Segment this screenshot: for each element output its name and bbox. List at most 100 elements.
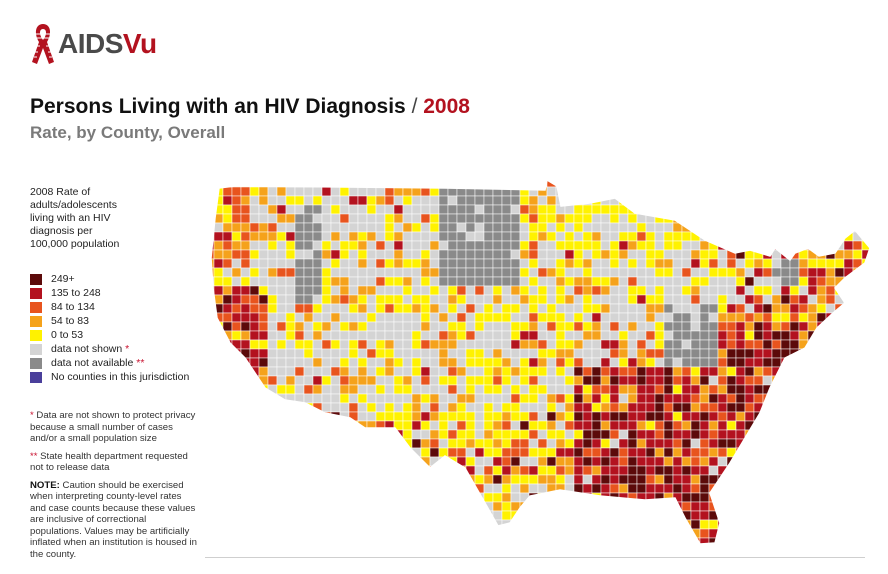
county-cell — [294, 465, 305, 476]
county-cell — [871, 367, 880, 376]
county-cell — [348, 222, 359, 233]
county-cell — [222, 258, 233, 269]
county-cell — [753, 474, 764, 485]
county-cell — [726, 180, 737, 188]
county-cell — [447, 312, 458, 323]
county-cell — [393, 258, 404, 269]
county-cell — [303, 303, 314, 314]
county-cell — [843, 492, 854, 503]
county-cell — [456, 321, 467, 332]
county-cell — [726, 501, 737, 512]
county-cell — [573, 222, 584, 233]
county-cell — [645, 438, 656, 449]
county-cell — [852, 402, 863, 413]
county-cell — [825, 267, 836, 278]
county-cell — [645, 276, 656, 287]
county-cell — [393, 357, 404, 368]
county-cell — [654, 267, 665, 278]
county-cell — [384, 375, 395, 386]
county-cell — [861, 438, 870, 449]
county-cell — [717, 330, 728, 341]
county-cell — [211, 357, 215, 368]
county-cell — [654, 510, 665, 521]
county-cell — [384, 357, 395, 368]
county-cell — [276, 267, 287, 278]
county-cell — [771, 438, 782, 449]
county-cell — [474, 294, 485, 305]
county-cell — [420, 411, 431, 422]
county-cell — [429, 285, 440, 296]
county-cell — [258, 483, 269, 494]
county-cell — [492, 492, 503, 503]
county-cell — [789, 384, 800, 395]
county-cell — [411, 528, 422, 539]
county-cell — [393, 384, 404, 395]
county-cell — [807, 501, 818, 512]
county-cell — [366, 447, 377, 458]
county-cell — [384, 456, 395, 467]
county-cell — [735, 240, 746, 251]
county-cell — [699, 249, 710, 260]
county-cell — [799, 547, 808, 556]
county-cell — [501, 420, 512, 431]
county-cell — [699, 222, 710, 233]
county-cell — [294, 447, 305, 458]
county-cell — [456, 195, 467, 206]
county-cell — [789, 294, 800, 305]
county-cell — [249, 429, 260, 440]
county-cell — [754, 547, 763, 556]
county-cell — [375, 330, 386, 341]
county-cell — [294, 402, 305, 413]
county-cell — [789, 411, 800, 422]
county-cell — [375, 294, 386, 305]
county-cell — [555, 285, 566, 296]
county-cell — [690, 240, 701, 251]
county-cell — [753, 465, 764, 476]
county-cell — [519, 249, 530, 260]
county-cell — [681, 330, 692, 341]
county-cell — [249, 510, 260, 521]
us-county-map[interactable] — [205, 178, 880, 558]
county-cell — [834, 429, 845, 440]
county-cell — [790, 547, 799, 556]
county-cell — [681, 348, 692, 359]
county-cell — [312, 474, 323, 485]
county-cell — [393, 519, 404, 530]
county-cell — [276, 411, 287, 422]
county-cell — [231, 411, 242, 422]
county-cell — [555, 357, 566, 368]
county-cell — [717, 537, 728, 544]
county-cell — [312, 231, 323, 242]
county-cell — [492, 375, 503, 386]
county-cell — [402, 285, 413, 296]
county-cell — [861, 402, 870, 413]
county-cell — [501, 240, 512, 251]
county-cell — [267, 420, 278, 431]
county-cell — [636, 222, 647, 233]
county-cell — [825, 339, 836, 350]
county-cell — [411, 321, 422, 332]
county-cell — [843, 465, 854, 476]
county-cell — [420, 393, 431, 404]
county-cell — [357, 294, 368, 305]
county-cell — [402, 240, 413, 251]
county-cell — [240, 420, 251, 431]
county-cell — [294, 231, 305, 242]
county-cell — [699, 348, 710, 359]
county-cell — [726, 357, 737, 368]
county-cell — [582, 330, 593, 341]
county-cell — [663, 438, 674, 449]
county-cell — [501, 402, 512, 413]
county-cell — [609, 528, 620, 539]
county-cell — [771, 492, 782, 503]
county-cell — [834, 528, 845, 539]
aidsvu-logo[interactable]: AIDSVu — [30, 18, 157, 70]
county-cell — [258, 537, 269, 544]
county-cell — [564, 330, 575, 341]
county-cell — [222, 240, 233, 251]
county-cell — [456, 393, 467, 404]
county-cell — [826, 547, 835, 556]
county-cell — [402, 357, 413, 368]
county-cell — [834, 267, 845, 278]
county-cell — [609, 420, 620, 431]
